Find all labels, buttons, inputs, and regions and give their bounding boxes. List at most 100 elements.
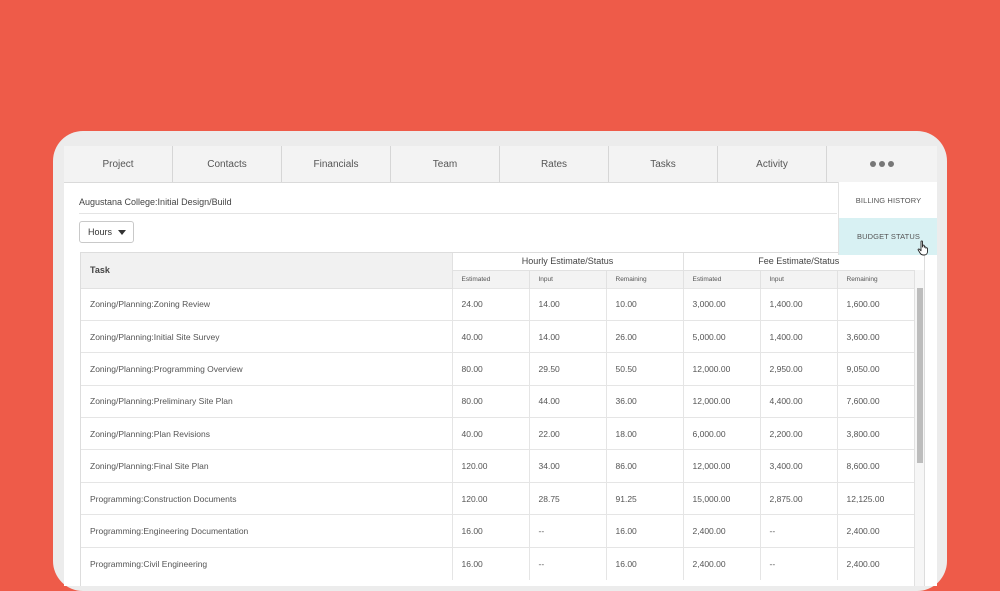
cell: 8,600.00 (836, 449, 915, 483)
cell: 10.00 (605, 287, 683, 321)
tab-rates[interactable]: Rates (500, 146, 609, 182)
task-cell: Zoning/Planning:Preliminary Site Plan (81, 384, 452, 418)
cell: 28.75 (528, 481, 606, 515)
cell: 3,800.00 (836, 417, 915, 450)
cell: -- (528, 514, 606, 548)
table-scrollbar[interactable] (914, 270, 924, 586)
scrollbar-thumb[interactable] (917, 288, 923, 463)
cell: 22.00 (528, 417, 606, 450)
cell: 2,400.00 (682, 514, 760, 548)
table-row[interactable]: Programming:Construction Documents 120.0… (81, 481, 915, 515)
cell: 12,000.00 (682, 449, 760, 483)
task-cell: Zoning/Planning:Final Site Plan (81, 449, 452, 483)
cell: -- (528, 546, 606, 580)
column-header: Remaining (605, 269, 683, 288)
cell: 91.25 (605, 481, 683, 515)
cell: 3,400.00 (759, 449, 837, 483)
cell: 14.00 (528, 287, 606, 321)
unit-select-value: Hours (88, 227, 113, 237)
cell: 24.00 (451, 287, 529, 321)
hourly-group-header: Hourly Estimate/Status (451, 253, 683, 270)
cell: 120.00 (451, 449, 529, 483)
cell: 5,000.00 (682, 319, 760, 353)
cell: 26.00 (605, 319, 683, 353)
tab-project[interactable]: Project (64, 146, 173, 182)
cell: 120.00 (451, 481, 529, 515)
cell: 86.00 (605, 449, 683, 483)
more-dots-icon (870, 161, 894, 167)
cell: -- (759, 546, 837, 580)
more-dropdown-menu: BILLING HISTORY BUDGET STATUS (838, 182, 937, 255)
table-row[interactable]: Zoning/Planning:Zoning Review 24.00 14.0… (81, 287, 915, 321)
cell: 1,400.00 (759, 287, 837, 321)
task-cell: Programming:Civil Engineering (81, 546, 452, 580)
cell: 2,200.00 (759, 417, 837, 450)
cell: 16.00 (451, 546, 529, 580)
cell: 12,000.00 (682, 384, 760, 418)
table-row[interactable]: Zoning/Planning:Preliminary Site Plan 80… (81, 384, 915, 418)
task-cell: Programming:Construction Documents (81, 481, 452, 515)
unit-select[interactable]: Hours (79, 221, 134, 243)
cell: 2,875.00 (759, 481, 837, 515)
cell: 9,050.00 (836, 352, 915, 386)
cell: 80.00 (451, 384, 529, 418)
cell: 40.00 (451, 319, 529, 353)
column-header: Input (528, 269, 606, 288)
cell: 2,400.00 (836, 546, 915, 580)
table-row[interactable]: Programming:Civil Engineering 16.00 -- 1… (81, 546, 915, 580)
cell: 4,400.00 (759, 384, 837, 418)
cell: 44.00 (528, 384, 606, 418)
app-screen: Project Contacts Financials Team Rates T… (64, 146, 937, 586)
column-header: Estimated (451, 269, 529, 288)
task-cell: Zoning/Planning:Plan Revisions (81, 417, 452, 450)
top-nav: Project Contacts Financials Team Rates T… (64, 146, 937, 183)
menu-item-billing-history[interactable]: BILLING HISTORY (855, 195, 922, 205)
cell: 29.50 (528, 352, 606, 386)
cell: 2,950.00 (759, 352, 837, 386)
tab-team[interactable]: Team (391, 146, 500, 182)
tab-financials[interactable]: Financials (282, 146, 391, 182)
table-row[interactable]: Programming:Engineering Documentation 16… (81, 514, 915, 548)
cell: 1,400.00 (759, 319, 837, 353)
cell: 50.50 (605, 352, 683, 386)
cell: 7,600.00 (836, 384, 915, 418)
column-header: Estimated (682, 269, 760, 288)
cell: 14.00 (528, 319, 606, 353)
cell: -- (759, 514, 837, 548)
task-cell: Programming:Engineering Documentation (81, 514, 452, 548)
tab-tasks[interactable]: Tasks (609, 146, 718, 182)
cell: 3,000.00 (682, 287, 760, 321)
more-tabs-button[interactable] (827, 146, 937, 182)
caret-down-icon (118, 230, 126, 235)
column-header: Input (759, 269, 837, 288)
cell: 34.00 (528, 449, 606, 483)
cell: 12,125.00 (836, 481, 915, 515)
cell: 2,400.00 (682, 546, 760, 580)
table-row[interactable]: Zoning/Planning:Initial Site Survey 40.0… (81, 319, 915, 353)
cell: 18.00 (605, 417, 683, 450)
table-row[interactable]: Zoning/Planning:Final Site Plan 120.00 3… (81, 449, 915, 483)
fee-group-header: Fee Estimate/Status (682, 253, 915, 270)
cell: 2,400.00 (836, 514, 915, 548)
cell: 36.00 (605, 384, 683, 418)
cell: 12,000.00 (682, 352, 760, 386)
task-column-header: Task (81, 253, 452, 289)
table-row[interactable]: Zoning/Planning:Plan Revisions 40.00 22.… (81, 417, 915, 450)
cell: 6,000.00 (682, 417, 760, 450)
cell: 80.00 (451, 352, 529, 386)
breadcrumb: Augustana College:Initial Design/Build (79, 197, 232, 207)
task-cell: Zoning/Planning:Zoning Review (81, 287, 452, 321)
cell: 40.00 (451, 417, 529, 450)
cell: 16.00 (451, 514, 529, 548)
cell: 16.00 (605, 546, 683, 580)
task-cell: Zoning/Planning:Initial Site Survey (81, 319, 452, 353)
task-cell: Zoning/Planning:Programming Overview (81, 352, 452, 386)
cell: 1,600.00 (836, 287, 915, 321)
tab-contacts[interactable]: Contacts (173, 146, 282, 182)
cell: 15,000.00 (682, 481, 760, 515)
cell: 16.00 (605, 514, 683, 548)
tab-activity[interactable]: Activity (718, 146, 827, 182)
table-row[interactable]: Zoning/Planning:Programming Overview 80.… (81, 352, 915, 386)
budget-table: Task Hourly Estimate/Status Fee Estimate… (80, 252, 925, 586)
column-header: Remaining (836, 269, 915, 288)
